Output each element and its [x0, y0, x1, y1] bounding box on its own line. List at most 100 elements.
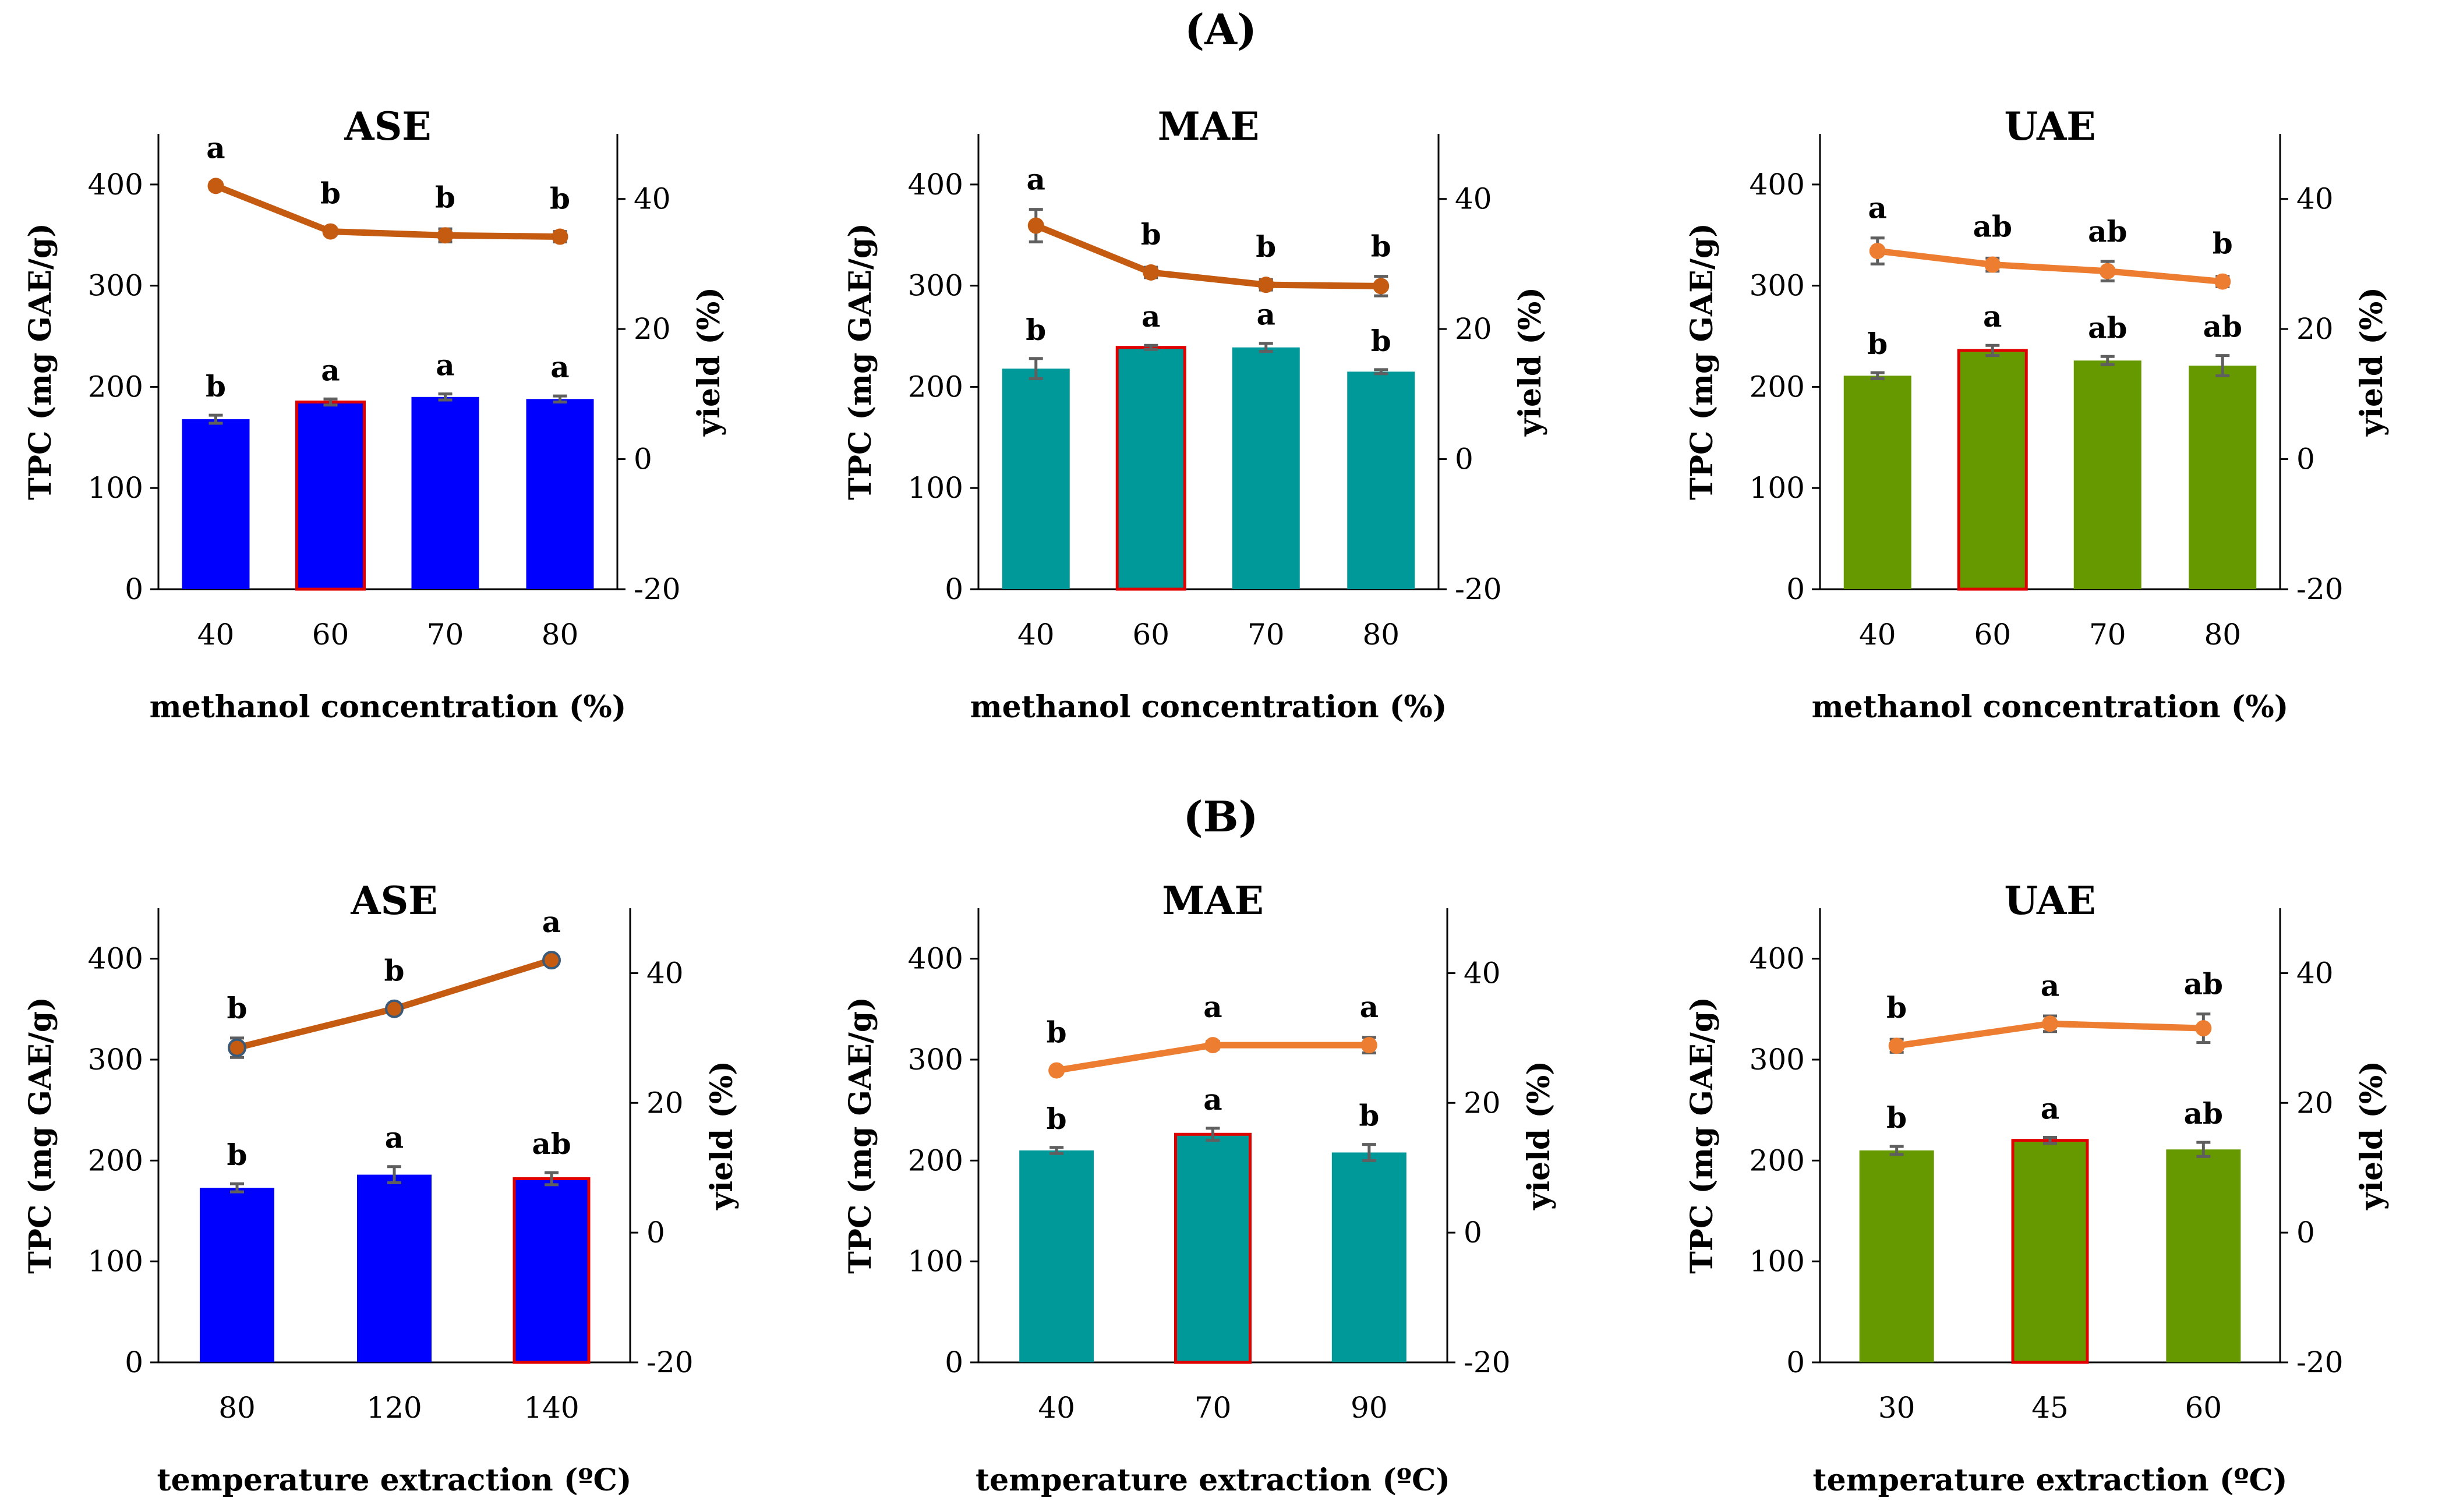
y2-tick-label: 20 [646, 1086, 684, 1120]
y2-tick-label: 40 [1464, 956, 1501, 990]
x-tick-label: 60 [1132, 618, 1169, 651]
y2-tick-label: -20 [646, 1345, 694, 1379]
y2-axis-title: yield (%) [2354, 287, 2390, 437]
bar-significance-label: a [550, 350, 569, 384]
bar [2011, 1139, 2089, 1364]
yield-point [1373, 278, 1390, 295]
bar [1019, 1150, 1094, 1362]
bar-significance-label: b [1867, 327, 1888, 361]
line-significance-label: ab [1973, 210, 2012, 244]
y2-axis-title: yield (%) [704, 1061, 740, 1210]
x-axis-title: temperature extraction (ºC) [1813, 1463, 2288, 1498]
yield-point [207, 178, 224, 194]
x-tick-label: 30 [1878, 1391, 1916, 1425]
line-significance-label: b [1256, 229, 1276, 264]
chart-a-mae: 0 100 200 300 400 -20 0 20 40 40 60 70 80 MAE methanol… [843, 104, 1548, 725]
yield-point [552, 228, 568, 245]
line-significance-label: b [384, 954, 405, 988]
line-significance-label: b [1141, 217, 1161, 252]
y-axis-title: TPC (mg GAE/g) [843, 997, 878, 1274]
y-axis-title: TPC (mg GAE/g) [1684, 997, 1720, 1274]
bar [295, 401, 366, 591]
bar-significance-label: a [1142, 299, 1160, 334]
chart-title: MAE [1162, 878, 1264, 923]
y-tick-label: 0 [1786, 572, 1805, 606]
yield-point [1143, 264, 1160, 281]
bar [411, 396, 479, 589]
y2-tick-label: 40 [2296, 956, 2334, 990]
y-axis-title: TPC (mg GAE/g) [1684, 223, 1720, 500]
bar [1174, 1132, 1252, 1364]
bar [200, 1188, 274, 1362]
yield-point [1360, 1037, 1377, 1054]
x-tick-label: 90 [1351, 1391, 1388, 1425]
chart-title: UAE [2004, 104, 2095, 149]
yield-point [2195, 1020, 2212, 1037]
bar [526, 399, 594, 589]
y2-axis-title: yield (%) [1521, 1061, 1557, 1210]
y-tick-label: 100 [908, 471, 963, 505]
yield-point [1204, 1037, 1221, 1054]
y-tick-label: 0 [125, 572, 143, 606]
y-tick-label: 300 [908, 269, 963, 303]
line-significance-label: b [550, 182, 570, 216]
x-tick-label: 40 [1017, 618, 1055, 651]
line-significance-label: b [227, 991, 248, 1025]
y2-tick-label: 0 [1455, 442, 1473, 476]
y2-tick-label: 40 [2296, 182, 2334, 216]
y-tick-label: 0 [945, 572, 963, 606]
panel-label-a: (A) [1185, 5, 1257, 54]
y-tick-label: 0 [945, 1345, 963, 1379]
chart-title: ASE [344, 104, 431, 149]
bar [2166, 1149, 2241, 1362]
x-tick-label: 60 [2185, 1391, 2222, 1425]
bar-significance-label: a [2041, 1091, 2059, 1125]
y2-tick-label: 20 [2296, 1086, 2334, 1120]
y-tick-label: 0 [125, 1345, 143, 1379]
line-significance-label: b [1886, 990, 1907, 1025]
y2-tick-label: 40 [646, 956, 684, 990]
x-axis-title: methanol concentration (%) [150, 689, 627, 725]
x-tick-label: 70 [427, 618, 464, 651]
yield-point [1888, 1037, 1905, 1054]
yield-point [1869, 243, 1886, 260]
bar-significance-label: ab [2184, 1096, 2223, 1131]
bar-significance-label: b [206, 369, 226, 403]
y2-tick-label: 0 [1464, 1216, 1482, 1249]
yield-point [1984, 256, 2001, 273]
y2-tick-label: 20 [1464, 1086, 1501, 1120]
y-tick-label: 100 [908, 1245, 963, 1279]
line-significance-label: b [1371, 229, 1391, 264]
bar [2189, 365, 2257, 589]
bar [1232, 347, 1300, 589]
y2-tick-label: 0 [646, 1216, 665, 1249]
yield-point [542, 951, 561, 970]
y2-tick-label: 0 [634, 442, 652, 476]
y2-tick-label: 40 [634, 182, 671, 216]
y-tick-label: 400 [88, 942, 143, 976]
bar-significance-label: b [227, 1138, 248, 1172]
y-tick-label: 100 [88, 1245, 143, 1279]
x-tick-label: 70 [1195, 1391, 1232, 1425]
bar [513, 1177, 591, 1364]
line-significance-label: ab [2088, 214, 2127, 249]
bar-significance-label: a [436, 348, 454, 383]
y2-tick-label: -20 [1464, 1345, 1511, 1379]
y-tick-label: 300 [1750, 1043, 1805, 1077]
y-tick-label: 100 [88, 471, 143, 505]
bar-significance-label: b [1371, 324, 1391, 358]
bar-significance-label: ab [532, 1127, 571, 1161]
x-axis-title: temperature extraction (ºC) [157, 1463, 632, 1498]
line-significance-label: a [1868, 191, 1887, 225]
yield-line [213, 182, 563, 240]
line-significance-label: b [2213, 226, 2233, 261]
bar [1331, 1152, 1406, 1362]
y-tick-label: 300 [88, 269, 143, 303]
bar-significance-label: ab [2088, 310, 2127, 345]
bar [1347, 371, 1415, 589]
x-tick-label: 80 [542, 618, 579, 651]
chart-title: UAE [2004, 878, 2095, 923]
y2-tick-label: -20 [634, 572, 681, 606]
chart-b-mae: 0 100 200 300 400 -20 0 20 40 40 70 90 MAE temperatur… [843, 878, 1557, 1498]
bar-significance-label: a [321, 353, 340, 387]
